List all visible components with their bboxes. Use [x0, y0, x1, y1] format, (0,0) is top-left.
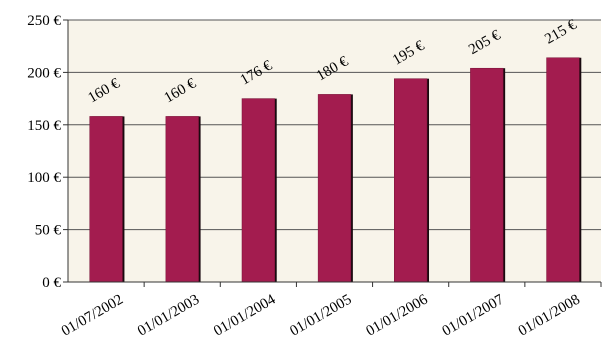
- x-tick-label: 01/01/2004: [211, 291, 279, 339]
- y-tick-label: 150 €: [27, 118, 61, 134]
- bar: [470, 67, 504, 283]
- x-tick-label: 01/01/2003: [135, 292, 202, 340]
- x-tick-label: 01/07/2002: [59, 292, 126, 340]
- y-tick-label: 50 €: [35, 223, 62, 239]
- x-tick-label: 01/01/2008: [516, 292, 583, 340]
- y-tick-label: 100 €: [27, 170, 61, 186]
- bar: [394, 78, 428, 283]
- x-axis-tick-labels: 01/07/2002 01/01/2003 01/01/2004 01/01/2005…: [59, 291, 583, 339]
- bars-group: [89, 57, 582, 283]
- bar: [165, 116, 199, 283]
- y-tick-label: 200 €: [27, 65, 61, 81]
- y-axis-tick-labels: 0 € 50 € 100 € 150 € 200 € 250 €: [27, 13, 61, 291]
- x-tick-label: 01/01/2007: [440, 291, 508, 339]
- bar: [89, 116, 123, 283]
- axes: [67, 20, 602, 287]
- x-tick-label: 01/01/2005: [287, 292, 354, 340]
- y-tick-label: 0 €: [42, 275, 61, 291]
- bar: [317, 94, 352, 283]
- y-tick-label: 250 €: [27, 13, 61, 29]
- bar: [546, 57, 580, 283]
- x-tick-label: 01/01/2006: [363, 291, 431, 339]
- bar: [241, 98, 275, 283]
